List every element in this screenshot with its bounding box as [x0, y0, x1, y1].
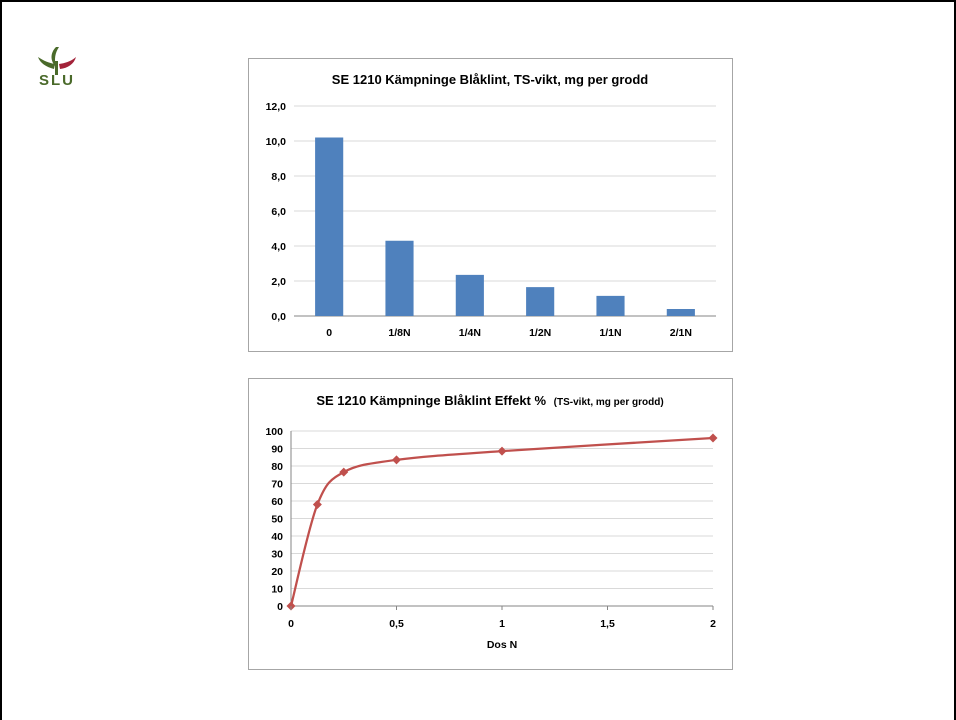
line-chart-y-tick-label: 0: [277, 601, 283, 613]
bar-chart-x-tick-label: 1/8N: [388, 327, 410, 339]
line-chart-point-3: [339, 467, 349, 477]
bar-chart-y-tick-label: 6,0: [271, 206, 286, 218]
line-chart-y-tick-label: 100: [265, 426, 283, 438]
line-chart-point-2: [312, 500, 322, 509]
line-chart-y-tick-label: 20: [271, 566, 283, 578]
line-chart-x-tick-label: 1: [499, 618, 505, 630]
bar-chart-svg: SE 1210 Kämpninge Blåklint, TS-vikt, mg …: [266, 72, 716, 339]
line-chart-x-tick-label: 1,5: [600, 618, 615, 630]
line-chart-effect: SE 1210 Kämpninge Blåklint Effekt % (TS-…: [248, 378, 733, 670]
slu-logo-text: SLU: [39, 72, 75, 89]
line-chart-y-tick-label: 40: [271, 531, 283, 543]
line-chart-subtitle: (TS-vikt, mg per grodd): [554, 397, 664, 408]
line-chart-y-tick-label: 70: [271, 479, 283, 491]
bar-6: [666, 309, 695, 316]
line-chart-x-tick-label: 0,5: [389, 618, 404, 630]
line-chart-x-tick-label: 0: [288, 618, 294, 630]
bar-chart-x-tick-label: 1/2N: [529, 327, 551, 339]
line-chart-title-main: SE 1210 Kämpninge Blåklint Effekt %: [316, 393, 546, 408]
bar-chart-title: SE 1210 Kämpninge Blåklint, TS-vikt, mg …: [332, 72, 648, 87]
bar-chart-dry-weight: SE 1210 Kämpninge Blåklint, TS-vikt, mg …: [248, 58, 733, 352]
line-chart-svg: SE 1210 Kämpninge Blåklint Effekt % (TS-…: [265, 393, 718, 651]
line-chart-y-tick-label: 90: [271, 444, 283, 456]
bar-chart-x-tick-label: 1/1N: [599, 327, 621, 339]
line-chart-title: SE 1210 Kämpninge Blåklint Effekt % (TS-…: [316, 393, 663, 408]
line-chart-x-tick-label: 2: [710, 618, 716, 630]
bar-4: [526, 287, 555, 316]
bar-2: [385, 240, 414, 316]
line-chart-y-tick-label: 50: [271, 514, 283, 526]
line-chart-y-tick-label: 80: [271, 461, 283, 473]
bar-chart-x-tick-label: 1/4N: [459, 327, 481, 339]
line-chart-y-tick-label: 60: [271, 496, 283, 508]
bar-chart-x-tick-label: 2/1N: [670, 327, 692, 339]
line-chart-point-4: [392, 455, 401, 465]
bar-chart-y-tick-label: 4,0: [271, 241, 286, 253]
bar-chart-y-tick-label: 10,0: [266, 136, 287, 148]
bar-3: [455, 274, 484, 316]
bar-chart-y-tick-label: 0,0: [271, 311, 286, 323]
bar-chart-y-tick-label: 8,0: [271, 171, 286, 183]
bar-5: [596, 295, 625, 316]
line-chart-x-axis-title: Dos N: [487, 639, 517, 651]
bar-chart-y-tick-label: 12,0: [266, 101, 287, 113]
line-chart-point-5: [497, 446, 507, 456]
slu-logo-icon: [38, 47, 76, 75]
line-chart-y-tick-label: 30: [271, 549, 283, 561]
line-chart-series-line: [289, 436, 714, 607]
bar-1: [315, 137, 344, 316]
line-chart-point-6: [708, 433, 718, 443]
bar-chart-x-tick-label: 0: [326, 327, 332, 339]
line-chart-y-tick-label: 10: [271, 584, 283, 596]
bar-chart-y-tick-label: 2,0: [271, 276, 286, 288]
